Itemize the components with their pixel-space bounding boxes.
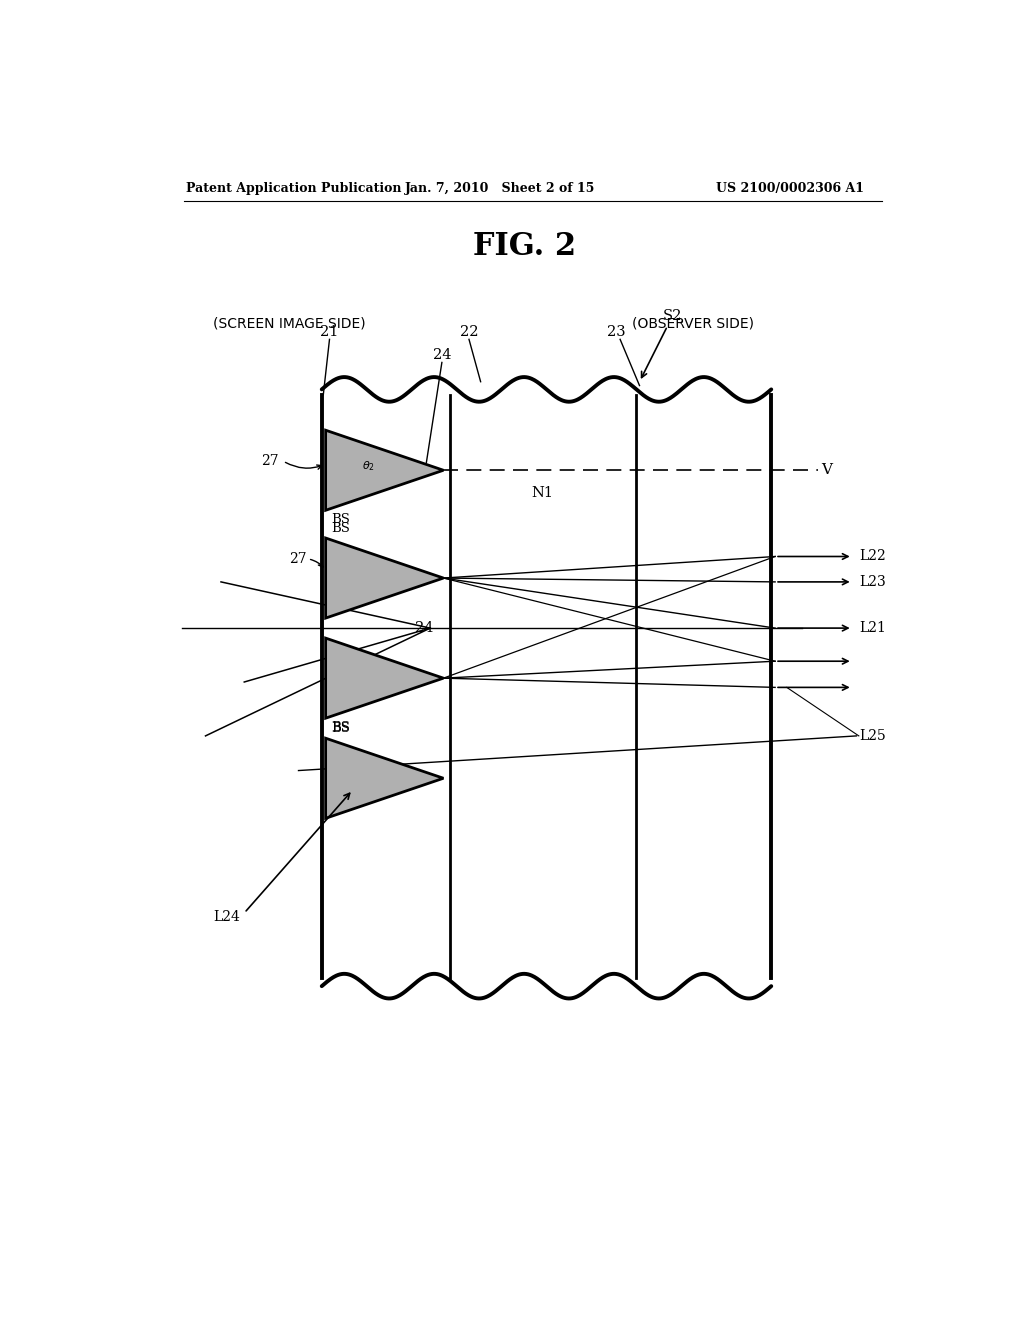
Text: S2: S2 (642, 309, 682, 378)
Text: 21: 21 (321, 325, 339, 339)
Text: L25: L25 (859, 729, 886, 743)
Text: N1: N1 (531, 486, 553, 500)
Text: US 2100/0002306 A1: US 2100/0002306 A1 (716, 182, 864, 194)
Text: L24: L24 (213, 909, 241, 924)
Text: L21: L21 (859, 622, 886, 635)
Text: 22: 22 (460, 325, 478, 339)
Text: 27: 27 (289, 552, 306, 566)
Text: BS: BS (331, 722, 350, 735)
Polygon shape (326, 738, 443, 818)
Text: $\theta_2$: $\theta_2$ (361, 459, 375, 474)
Text: L23: L23 (859, 576, 886, 589)
Polygon shape (326, 430, 443, 511)
Text: BS: BS (331, 721, 350, 734)
Text: 23: 23 (607, 325, 626, 339)
Text: 24: 24 (415, 622, 433, 635)
Text: Patent Application Publication: Patent Application Publication (186, 182, 401, 194)
Text: (OBSERVER SIDE): (OBSERVER SIDE) (632, 317, 754, 331)
Text: BS: BS (331, 523, 350, 536)
Polygon shape (326, 638, 443, 718)
Polygon shape (326, 539, 443, 618)
Text: (SCREEN IMAGE SIDE): (SCREEN IMAGE SIDE) (213, 317, 366, 331)
Text: 27: 27 (261, 454, 280, 469)
Text: FIG. 2: FIG. 2 (473, 231, 577, 263)
Text: Jan. 7, 2010   Sheet 2 of 15: Jan. 7, 2010 Sheet 2 of 15 (404, 182, 595, 194)
Text: L22: L22 (859, 549, 886, 564)
Text: V: V (821, 463, 833, 478)
Text: BS: BS (331, 513, 350, 527)
Text: 24: 24 (432, 348, 452, 363)
